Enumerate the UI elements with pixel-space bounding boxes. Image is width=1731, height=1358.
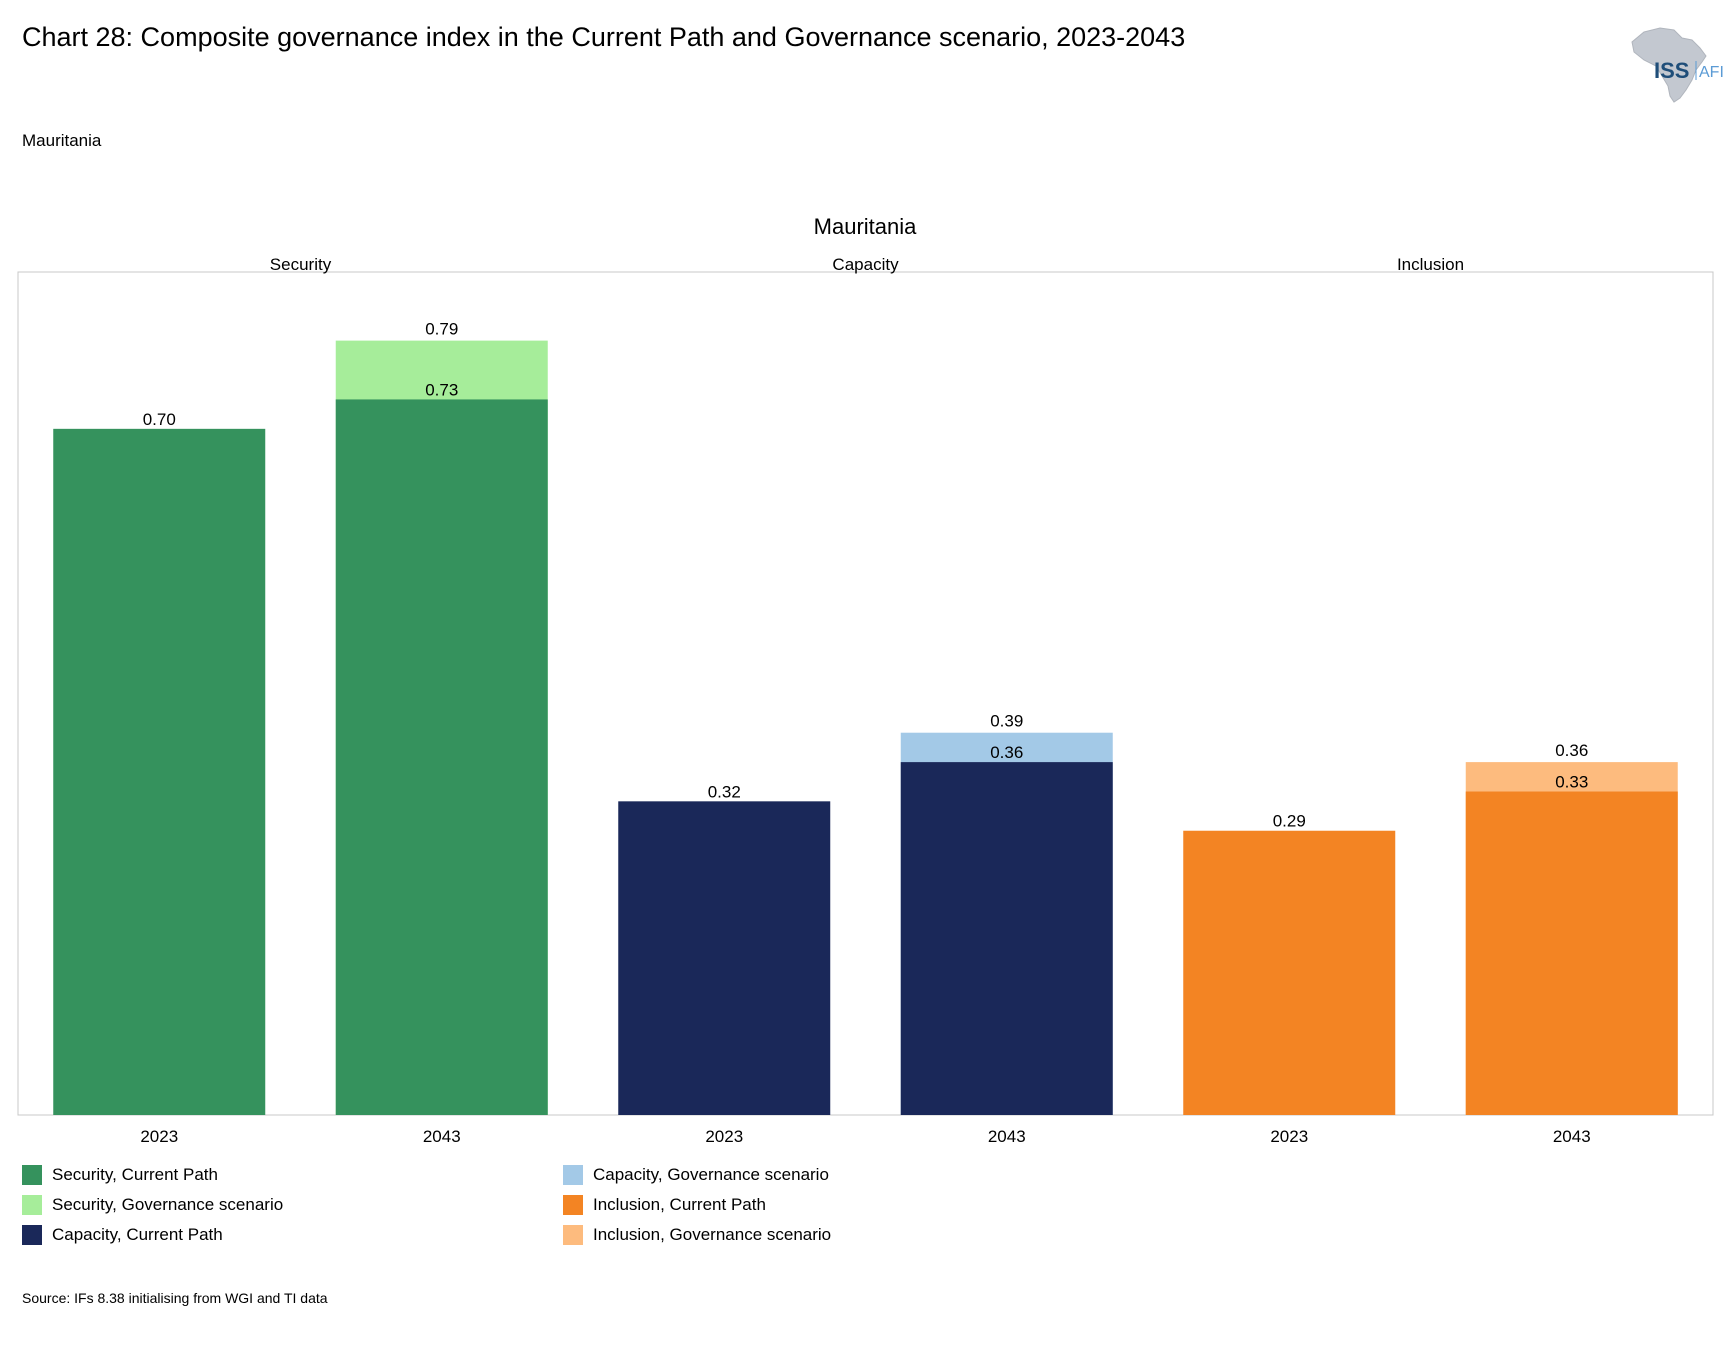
legend-swatch-inclusion-current-path <box>563 1195 583 1215</box>
panel-label-inclusion: Inclusion <box>1397 255 1464 274</box>
bar-capacity-cp-2023 <box>618 801 831 1115</box>
legend-swatch-security-governance <box>22 1195 42 1215</box>
data-label-inclusion-2023: 0.29 <box>1273 812 1306 831</box>
x-tick-label-inclusion-2023: 2023 <box>1270 1127 1308 1146</box>
bar-inclusion-cp-2043 <box>1465 791 1678 1115</box>
legend-swatch-capacity-governance <box>563 1165 583 1185</box>
country-subtitle: Mauritania <box>22 131 102 150</box>
legend-swatch-inclusion-governance <box>563 1225 583 1245</box>
logo-text-iss: ISS <box>1654 58 1689 83</box>
data-label-security-gov-2043: 0.79 <box>425 320 458 339</box>
legend-item-security-governance: Security, Governance scenario <box>22 1195 283 1215</box>
legend-swatch-capacity-current-path <box>22 1225 42 1245</box>
legend-item-capacity-current-path: Capacity, Current Path <box>22 1225 223 1245</box>
x-tick-label-security-2023: 2023 <box>140 1127 178 1146</box>
data-label-inclusion-gov-2043: 0.36 <box>1555 741 1588 760</box>
x-tick-label-capacity-2043: 2043 <box>988 1127 1026 1146</box>
bar-inclusion-cp-2023 <box>1183 830 1396 1115</box>
legend-item-security-current-path: Security, Current Path <box>22 1165 218 1185</box>
legend-label: Inclusion, Current Path <box>593 1195 766 1214</box>
legend-item-inclusion-governance: Inclusion, Governance scenario <box>563 1225 831 1245</box>
legend-label: Security, Governance scenario <box>52 1195 284 1214</box>
data-label-security-2023: 0.70 <box>143 410 176 429</box>
legend-label: Inclusion, Governance scenario <box>593 1225 832 1244</box>
page-title: Chart 28: Composite governance index in … <box>22 22 1186 52</box>
source-note: Source: IFs 8.38 initialising from WGI a… <box>22 1290 328 1306</box>
legend: Security, Current Path Security, Governa… <box>22 1165 1122 1265</box>
data-label-capacity-2023: 0.32 <box>708 782 741 801</box>
legend-item-capacity-governance: Capacity, Governance scenario <box>563 1165 829 1185</box>
plot-frame <box>17 271 1714 1116</box>
panel-label-security: Security <box>270 255 332 274</box>
legend-label: Capacity, Governance scenario <box>593 1165 829 1184</box>
data-label-security-cp-2043: 0.73 <box>425 380 458 399</box>
legend-label: Security, Current Path <box>52 1165 218 1184</box>
legend-item-inclusion-current-path: Inclusion, Current Path <box>563 1195 766 1215</box>
chart-svg: Mauritania Security 0.70 2023 0.79 0.73 2043 Ca… <box>17 214 1714 1146</box>
legend-swatch-security-current-path <box>22 1165 42 1185</box>
x-tick-label-inclusion-2043: 2043 <box>1553 1127 1591 1146</box>
legend-label: Capacity, Current Path <box>52 1225 223 1244</box>
data-label-capacity-gov-2043: 0.39 <box>990 712 1023 731</box>
data-label-capacity-cp-2043: 0.36 <box>990 743 1023 762</box>
logo-text-afi: AFI <box>1699 64 1724 81</box>
bar-security-cp-2023 <box>53 428 266 1115</box>
x-tick-label-capacity-2023: 2023 <box>705 1127 743 1146</box>
bar-security-cp-2043 <box>335 399 548 1115</box>
iss-afi-logo: ISS AFI <box>1626 26 1726 106</box>
bar-capacity-cp-2043 <box>900 762 1113 1115</box>
data-label-inclusion-cp-2043: 0.33 <box>1555 773 1588 792</box>
panel-label-capacity: Capacity <box>832 255 899 274</box>
africa-map-icon: ISS AFI <box>1631 27 1724 103</box>
x-tick-label-security-2043: 2043 <box>423 1127 461 1146</box>
chart-title: Mauritania <box>814 214 917 239</box>
